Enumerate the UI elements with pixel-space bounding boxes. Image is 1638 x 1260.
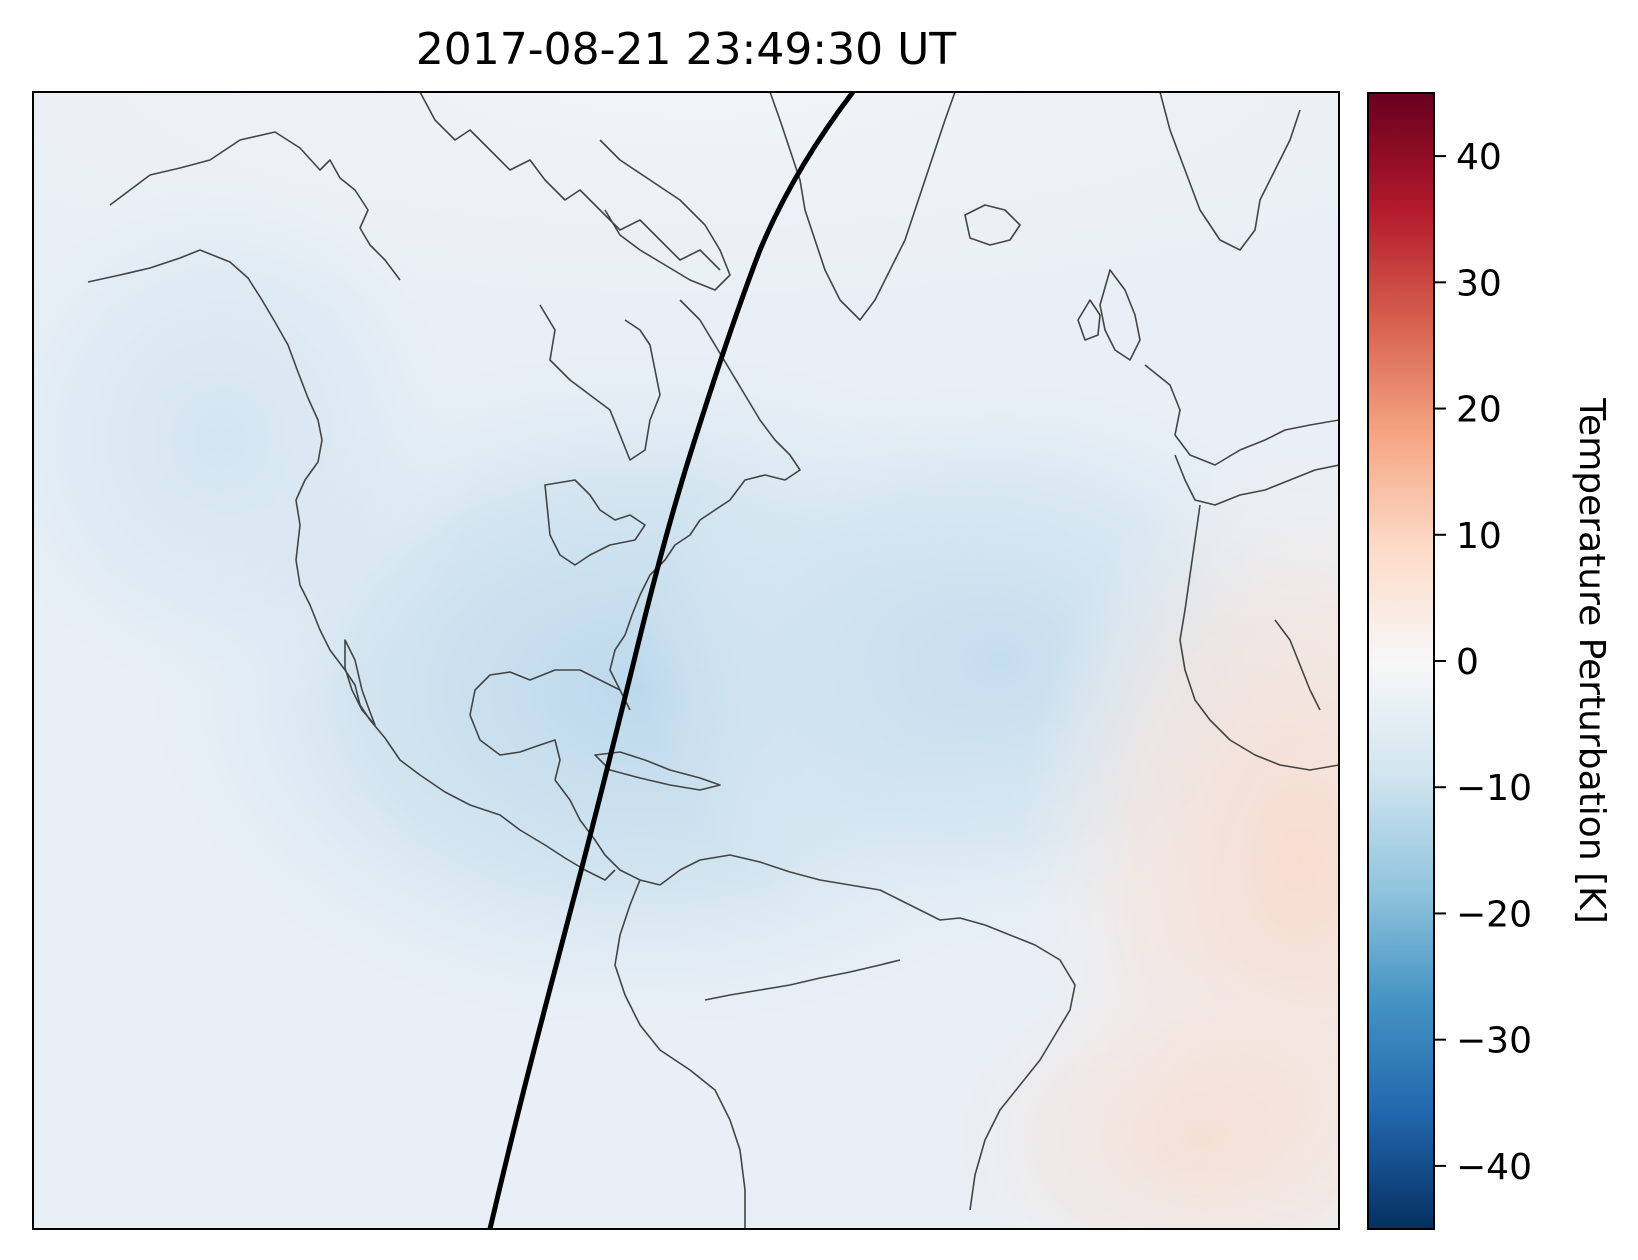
colorbar-ticks: 40 30 20 10 0 −10 −20 −30 −40 <box>1434 137 1532 1188</box>
coastline-cuba <box>594 751 721 791</box>
colorbar-tick-label: 40 <box>1456 137 1502 178</box>
coastline-great-lakes <box>544 479 646 566</box>
colorbar-tick-label: −40 <box>1456 1147 1532 1188</box>
eclipse-path-line <box>487 92 855 1229</box>
coastline-iberia <box>1174 454 1339 506</box>
colorbar-tick-label: 0 <box>1456 642 1479 683</box>
coastline-scandinavia <box>1159 92 1301 251</box>
coastline-alaska-north <box>109 131 401 281</box>
coastline-hudson-bay <box>539 304 661 461</box>
colorbar: 40 30 20 10 0 −10 −20 −30 −40 Temperature Pertur… <box>1367 92 1612 1230</box>
coastline-labrador <box>679 299 801 521</box>
map-frame <box>32 91 1340 1230</box>
map-panel <box>33 92 1339 1229</box>
colorbar-tick-label: −20 <box>1456 894 1532 935</box>
coastline-europe-west <box>1144 364 1339 466</box>
colorbar-tick-label: 20 <box>1456 390 1502 431</box>
colorbar-tick-label: 30 <box>1456 263 1502 304</box>
coastline-britain <box>1099 269 1141 361</box>
coastline-alaska <box>87 249 323 463</box>
coastline-ireland <box>1077 299 1101 341</box>
coastline-central-america <box>554 779 661 886</box>
coastline-greenland <box>769 92 956 321</box>
coastline-africa-west <box>1179 504 1339 771</box>
coastline-gulf <box>469 669 621 781</box>
map-field-cold-pacific <box>33 160 480 720</box>
coastline-arctic-islands <box>419 92 721 271</box>
colorbar-label: Temperature Perturbation [K] <box>1571 397 1612 924</box>
coastline-iceland <box>964 204 1021 246</box>
chart-title: 2017-08-21 23:49:30 UT <box>416 24 956 75</box>
coastline-south-america-west <box>614 879 746 1229</box>
coastline-east-us <box>609 519 701 711</box>
colorbar-tick-label: −30 <box>1456 1021 1532 1062</box>
colorbar-tick-label: 10 <box>1456 516 1502 557</box>
colorbar-gradient <box>1368 93 1434 1229</box>
map-field-warm-southeast <box>940 960 1339 1229</box>
coastlines <box>87 92 1339 1229</box>
colorbar-tick-label: −10 <box>1456 768 1532 809</box>
coastline-baja <box>344 639 376 726</box>
coastline-baffin <box>599 139 731 291</box>
coastline-south-america-north <box>659 854 1076 1211</box>
coastline-canary <box>1274 619 1321 711</box>
coastline-amazon <box>704 959 901 1001</box>
